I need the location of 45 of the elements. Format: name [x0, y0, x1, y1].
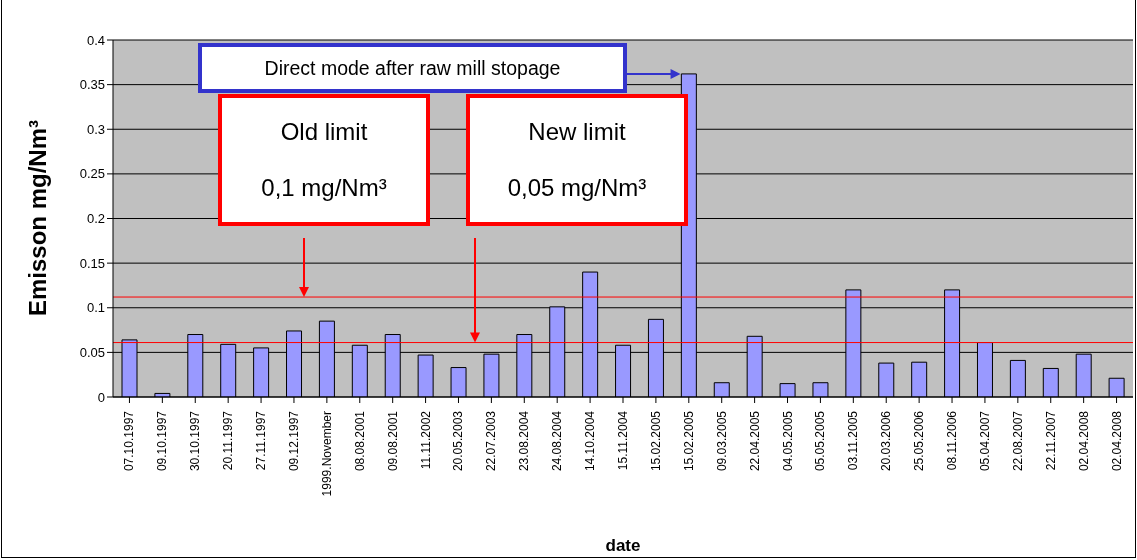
x-tick-label: 09.08.2001 — [385, 410, 400, 472]
x-tick-label: 22.04.2005 — [747, 410, 762, 472]
x-tick-label: 05.05.2005 — [813, 410, 828, 472]
y-tick-label: 0.3 — [86, 121, 105, 137]
x-tick-label: 20.03.2006 — [879, 410, 894, 472]
x-tick-label: 09.03.2005 — [714, 410, 729, 472]
x-tick-label: 05.04.2007 — [977, 410, 992, 472]
label-box: New limit 0,05 mg/Nm³ — [466, 94, 688, 226]
x-tick-label: 25.05.2006 — [912, 410, 927, 472]
x-tick-label: 22.07.2003 — [484, 410, 499, 472]
x-tick-label: 08.08.2001 — [352, 410, 367, 472]
x-tick-label: 30.10.1997 — [188, 410, 203, 472]
x-tick-label: 03.11.2005 — [846, 410, 861, 471]
x-tick-label: 09.10.1997 — [155, 410, 170, 472]
x-tick-label: 09.12.1997 — [286, 410, 301, 472]
x-tick-label: 02.04.2008 — [1076, 410, 1091, 472]
x-tick-label: 20.05.2003 — [451, 410, 466, 472]
x-tick-label: 24.08.2004 — [550, 410, 565, 472]
y-tick-label: 0.4 — [86, 32, 105, 48]
x-tick-label: 11.11.2002 — [418, 410, 433, 470]
y-tick-label: 0.1 — [86, 300, 105, 316]
x-tick-label: 20.11.1997 — [221, 410, 236, 471]
x-tick-label: 15.02.2005 — [681, 410, 696, 472]
x-tick-label: 22.08.2007 — [1010, 410, 1025, 472]
x-tick-label: 1999.November — [319, 411, 334, 497]
y-tick-label: 0.25 — [79, 166, 105, 182]
y-tick-label: 0.05 — [79, 344, 105, 360]
x-tick-label: 14.10.2004 — [583, 410, 598, 472]
label-box: Old limit 0,1 mg/Nm³ — [218, 94, 430, 226]
x-tick-label: 02.04.2008 — [1109, 410, 1124, 472]
y-axis-title: Emisson mg/Nm³ — [24, 119, 52, 317]
x-tick-label: 08.11.2006 — [945, 410, 960, 471]
y-tick-label: 0.2 — [86, 211, 105, 227]
y-tick-label: 0.15 — [79, 255, 105, 271]
x-tick-label: 15.11.2004 — [616, 410, 630, 471]
x-axis-title: date — [605, 536, 641, 556]
x-tick-label: 15.02.2005 — [648, 410, 663, 472]
x-tick-label: 22.11.2007 — [1043, 410, 1058, 471]
x-tick-label: 27.11.1997 — [254, 410, 269, 471]
x-tick-label: 07.10.1997 — [122, 410, 137, 472]
label-box: Direct mode after raw mill stopage — [198, 43, 627, 93]
y-tick-label: 0 — [97, 389, 105, 405]
x-tick-label: 23.08.2004 — [517, 410, 532, 472]
y-tick-label: 0.35 — [79, 77, 105, 93]
x-tick-label: 04.05.2005 — [780, 410, 795, 472]
